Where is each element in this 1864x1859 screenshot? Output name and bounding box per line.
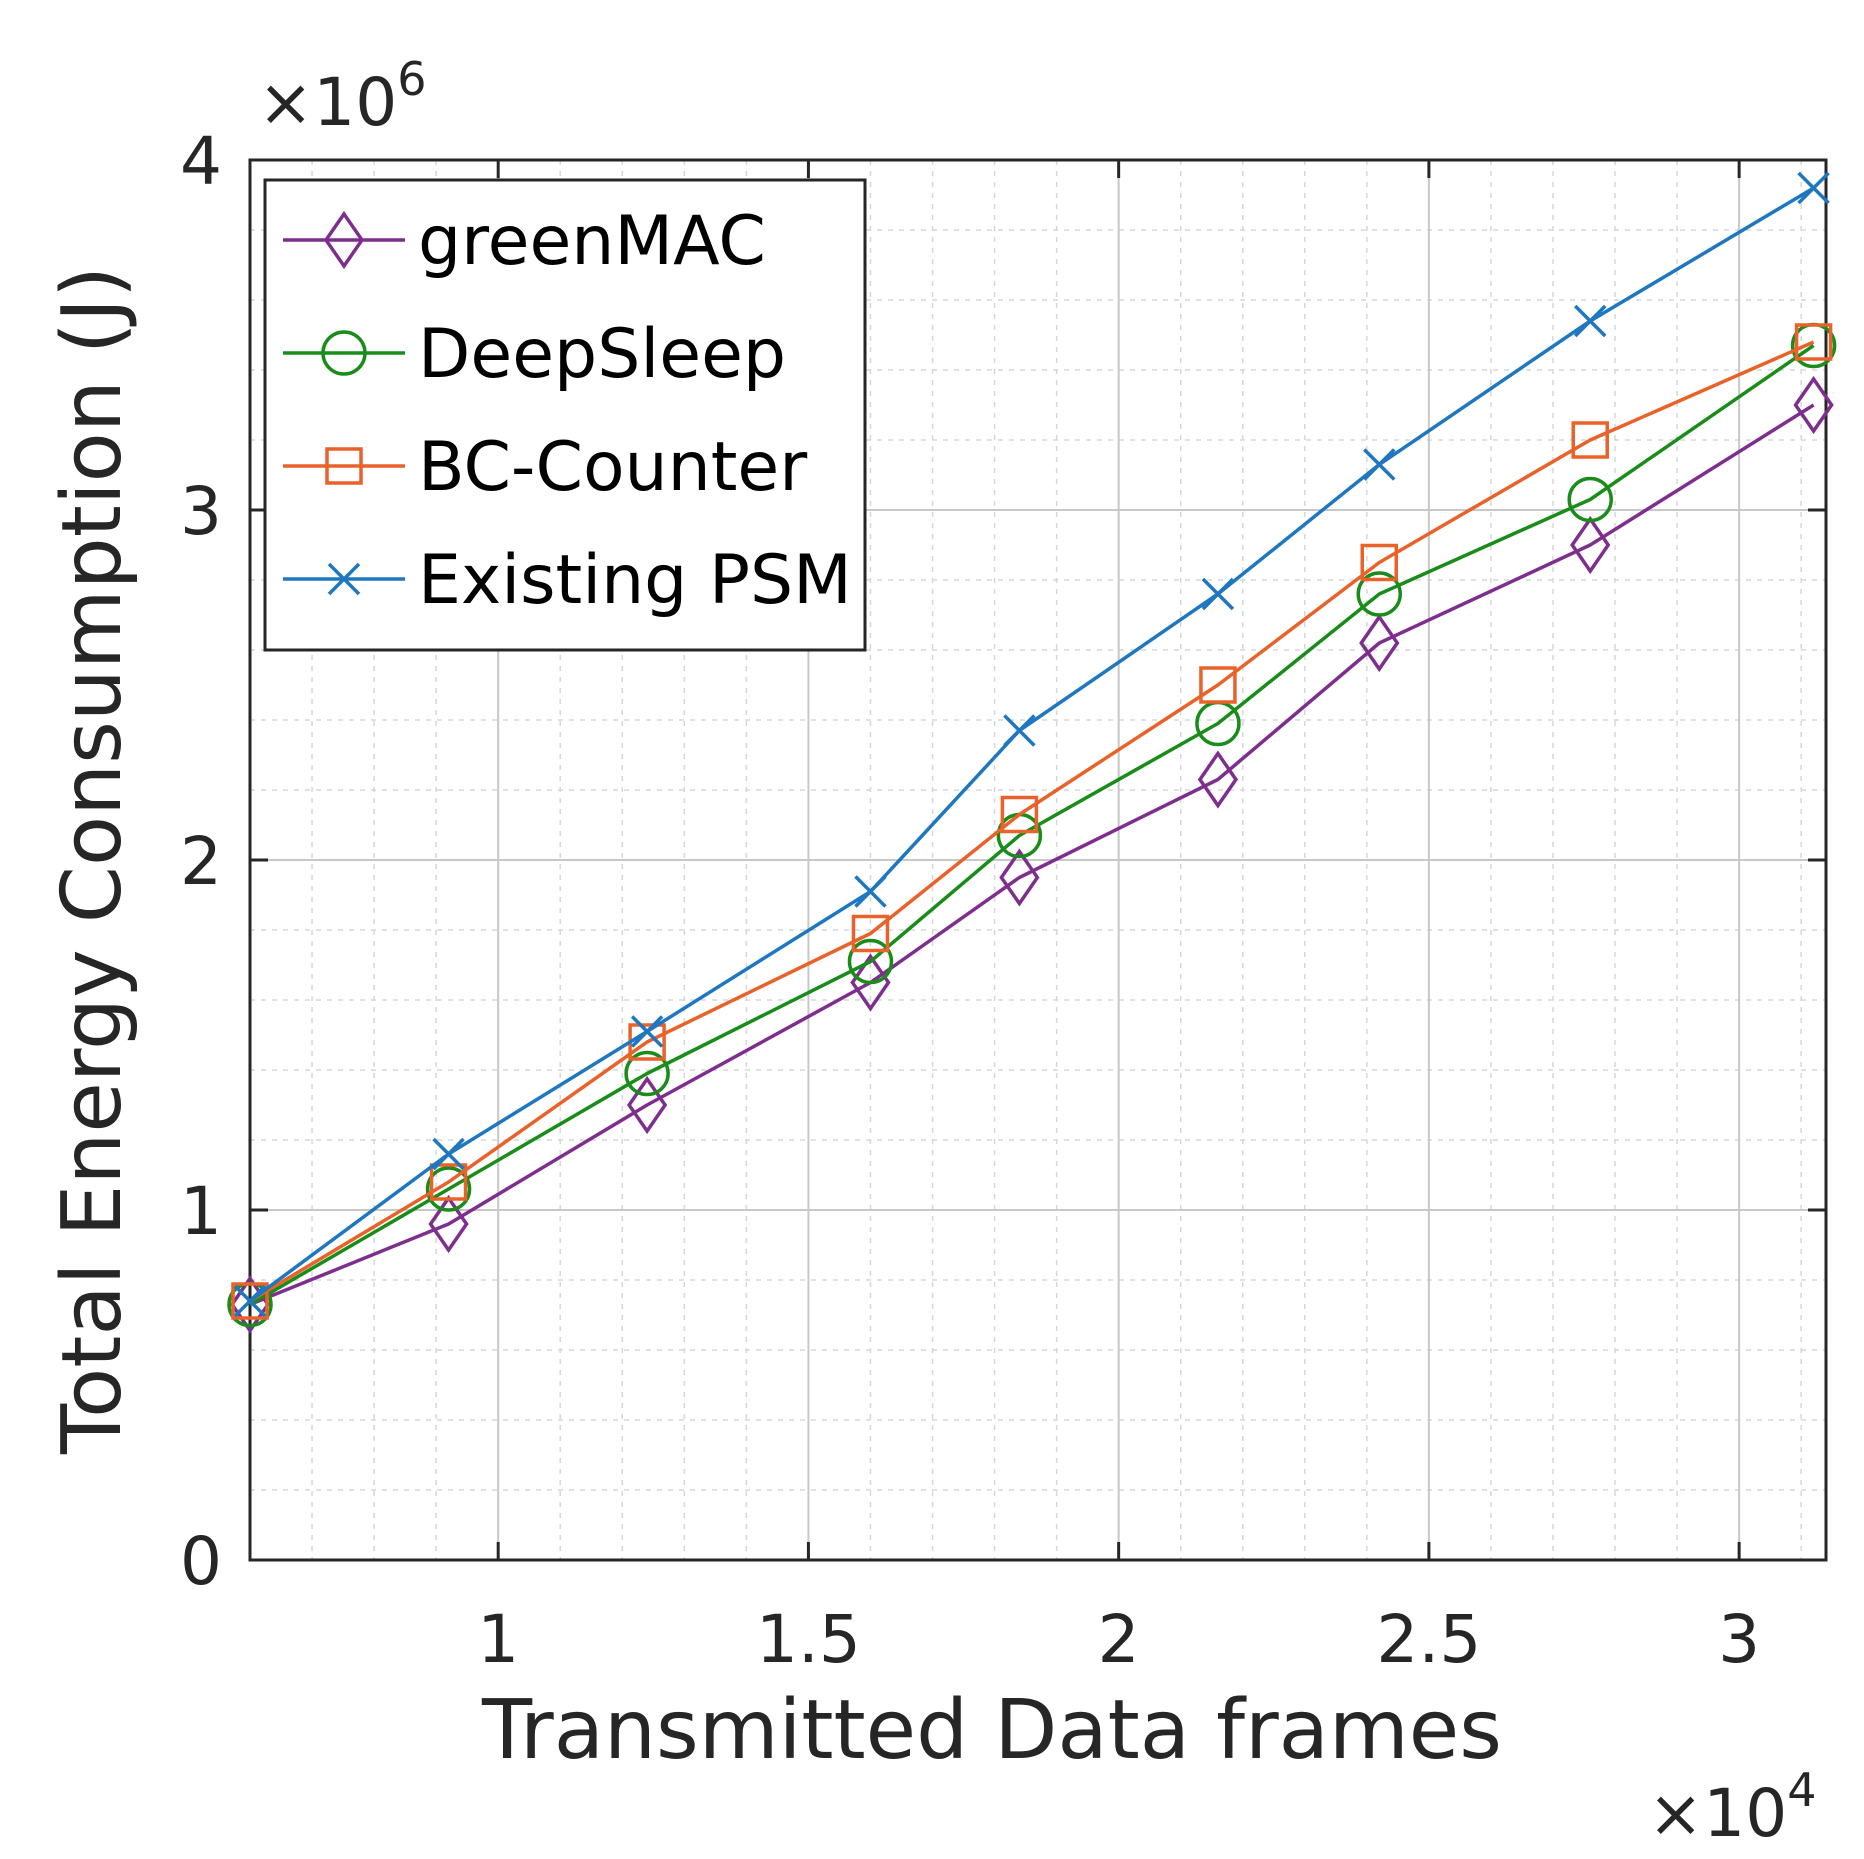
series-bc-counter <box>231 323 1833 1320</box>
data-point-deepsleep <box>425 1166 472 1212</box>
legend-item-deepsleep: DeepSleep <box>283 315 786 394</box>
x-tick-label: 2.5 <box>1376 1601 1481 1678</box>
data-point-greenmac <box>1793 375 1834 435</box>
data-point-existing-psm <box>1201 577 1235 611</box>
data-point-greenmac <box>1570 515 1611 575</box>
axis-ticks: 1 1.5 2 2.5 3 0 1 2 3 4 <box>180 123 1826 1678</box>
data-point-existing-psm <box>1363 448 1396 481</box>
y-tick-label: 1 <box>180 1173 222 1250</box>
legend-marker-existing-psm <box>327 562 361 596</box>
data-point-bc-counter <box>1794 323 1833 361</box>
data-point-existing-psm <box>630 1015 664 1048</box>
series-layer <box>227 171 1837 1334</box>
x-tick-label: 1.5 <box>756 1601 861 1678</box>
data-point-existing-psm <box>1797 171 1830 205</box>
data-point-deepsleep <box>1567 476 1613 523</box>
data-point-deepsleep <box>1356 571 1403 617</box>
data-point-bc-counter <box>1360 543 1399 582</box>
legend-label: greenMAC <box>418 202 766 281</box>
data-point-deepsleep <box>624 1050 670 1097</box>
legend-box <box>263 178 867 652</box>
data-point-greenmac <box>999 848 1040 907</box>
y-multiplier-label: ×106 <box>258 52 427 141</box>
data-point-greenmac <box>428 1194 469 1254</box>
legend: greenMAC DeepSleep BC-Counter Existing PSM <box>263 178 867 652</box>
series-greenmac <box>229 375 1834 1334</box>
data-point-existing-psm <box>1573 304 1607 338</box>
data-point-greenmac <box>1197 750 1239 809</box>
data-point-bc-counter <box>1000 795 1039 834</box>
x-tick-label: 2 <box>1098 1601 1140 1678</box>
legend-marker-deepsleep <box>321 330 367 376</box>
legend-item-bc-counter: BC-Counter <box>283 428 807 507</box>
data-point-existing-psm <box>854 875 887 908</box>
data-point-bc-counter <box>1199 666 1237 704</box>
legend-marker-greenmac <box>323 210 365 270</box>
y-tick-label: 4 <box>180 123 222 200</box>
data-point-bc-counter <box>231 1282 269 1320</box>
legend-label: Existing PSM <box>418 541 852 620</box>
series-line-bc-counter <box>249 340 1815 1303</box>
x-multiplier-label: ×104 <box>1648 1763 1817 1852</box>
data-point-greenmac <box>850 953 891 1012</box>
legend-marker-bc-counter <box>325 447 363 485</box>
x-tick-label: 3 <box>1718 1601 1760 1678</box>
legend-label: DeepSleep <box>418 315 786 394</box>
data-point-bc-counter <box>851 914 890 953</box>
data-point-existing-psm <box>432 1137 465 1171</box>
data-point-greenmac <box>626 1075 668 1135</box>
data-point-existing-psm <box>1003 714 1036 747</box>
legend-label: BC-Counter <box>418 428 807 507</box>
series-line-greenmac <box>249 403 1815 1307</box>
legend-item-greenmac: greenMAC <box>283 202 766 281</box>
data-point-existing-psm <box>233 1284 267 1318</box>
x-tick-label: 1 <box>477 1601 519 1678</box>
data-point-deepsleep <box>847 938 894 985</box>
y-tick-label: 0 <box>180 1523 222 1600</box>
legend-item-existing-psm: Existing PSM <box>283 541 852 620</box>
series-existing-psm <box>233 171 1830 1318</box>
data-point-bc-counter <box>1571 421 1609 459</box>
x-axis-label: Transmitted Data frames <box>481 1683 1502 1778</box>
data-point-greenmac <box>1359 613 1400 673</box>
series-line-deepsleep <box>249 344 1815 1307</box>
y-tick-label: 2 <box>180 823 222 900</box>
y-tick-label: 3 <box>180 473 222 550</box>
y-axis-label: Total Energy Consumption (J) <box>45 266 140 1455</box>
data-point-bc-counter <box>429 1163 468 1201</box>
